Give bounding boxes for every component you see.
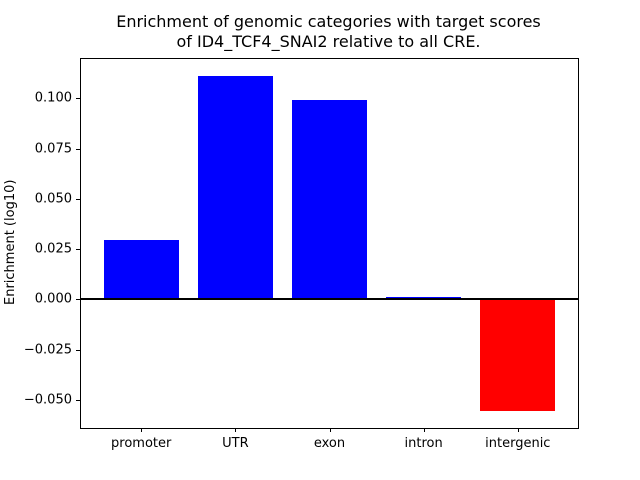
y-tick-label: 0.000 [34, 291, 72, 307]
x-tick-label-UTR: UTR [222, 436, 249, 451]
y-tick-label: −0.050 [23, 392, 72, 408]
y-tick-mark [76, 249, 80, 250]
x-tick-mark [235, 428, 237, 432]
x-tick-label-intron: intron [404, 436, 443, 451]
x-tick-label-promoter: promoter [111, 436, 172, 451]
y-tick-label: 0.050 [34, 191, 72, 207]
y-tick-label: −0.025 [23, 342, 72, 358]
x-tick-mark [329, 428, 331, 432]
bar-promoter [103, 240, 179, 300]
y-tick-mark [76, 399, 80, 401]
x-tick-label-intergenic: intergenic [485, 436, 551, 451]
y-tick-mark [76, 349, 80, 351]
x-tick-mark [141, 428, 143, 432]
chart-title-line2: of ID4_TCF4_SNAI2 relative to all CRE. [176, 32, 481, 51]
y-tick-mark [76, 148, 80, 150]
x-tick-mark [517, 428, 519, 432]
zero-line [81, 298, 578, 301]
y-tick-label: 0.100 [34, 90, 72, 106]
chart-title-line1: Enrichment of genomic categories with ta… [116, 12, 541, 31]
y-tick-label: 0.075 [34, 141, 72, 156]
y-tick-mark [76, 299, 80, 301]
bar-UTR [197, 76, 273, 300]
x-tick-mark [423, 428, 425, 432]
plot-area: −0.050 −0.025 0.000 0.025 0.050 0.075 0.100 pro… [24, 58, 579, 451]
y-axis-label: Enrichment (log10) [3, 179, 18, 306]
bar-exon [291, 100, 368, 300]
chart-title: Enrichment of genomic categories with ta… [80, 12, 577, 52]
y-tick-mark [76, 98, 80, 100]
bar-intergenic [480, 299, 556, 411]
y-tick-mark [76, 198, 80, 200]
y-tick-label: 0.025 [34, 241, 72, 257]
x-tick-label-exon: exon [313, 436, 346, 451]
